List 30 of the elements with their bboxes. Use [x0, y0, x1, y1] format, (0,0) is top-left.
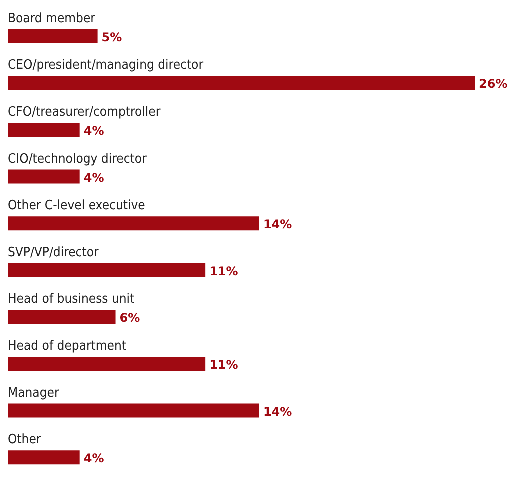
y-tick-label: Manager	[8, 386, 60, 401]
bar	[8, 404, 260, 418]
y-tick-label: Head of business unit	[8, 292, 136, 308]
data-label: 11%	[210, 358, 238, 372]
bar	[8, 310, 116, 324]
data-label: 6%	[120, 311, 140, 326]
bar	[8, 76, 475, 90]
data-label: 26%	[479, 77, 508, 92]
data-label: 4%	[84, 170, 104, 185]
data-label: 4%	[84, 124, 104, 138]
data-label: 5%	[102, 30, 122, 44]
y-tick-label: CIO/technology director	[8, 152, 147, 167]
bar	[8, 357, 206, 371]
bar	[8, 450, 80, 465]
data-label: 14%	[263, 218, 292, 232]
y-tick-label: Board member	[8, 11, 96, 26]
y-tick-label: SVP/VP/director	[8, 245, 99, 260]
data-label: 14%	[263, 404, 292, 419]
bar	[8, 29, 98, 44]
bar	[8, 123, 80, 137]
y-tick-label: CFO/treasurer/comptroller	[8, 105, 161, 120]
bar	[8, 263, 206, 278]
y-tick-label: Head of department	[8, 339, 127, 354]
y-tick-label: CEO/president/managing director	[8, 58, 204, 74]
data-label: 11%	[210, 264, 238, 278]
y-tick-label: Other	[8, 432, 42, 448]
data-label: 4%	[84, 452, 104, 466]
bar	[8, 170, 80, 184]
bar	[8, 216, 260, 231]
y-tick-label: Other C-level executive	[8, 198, 146, 214]
